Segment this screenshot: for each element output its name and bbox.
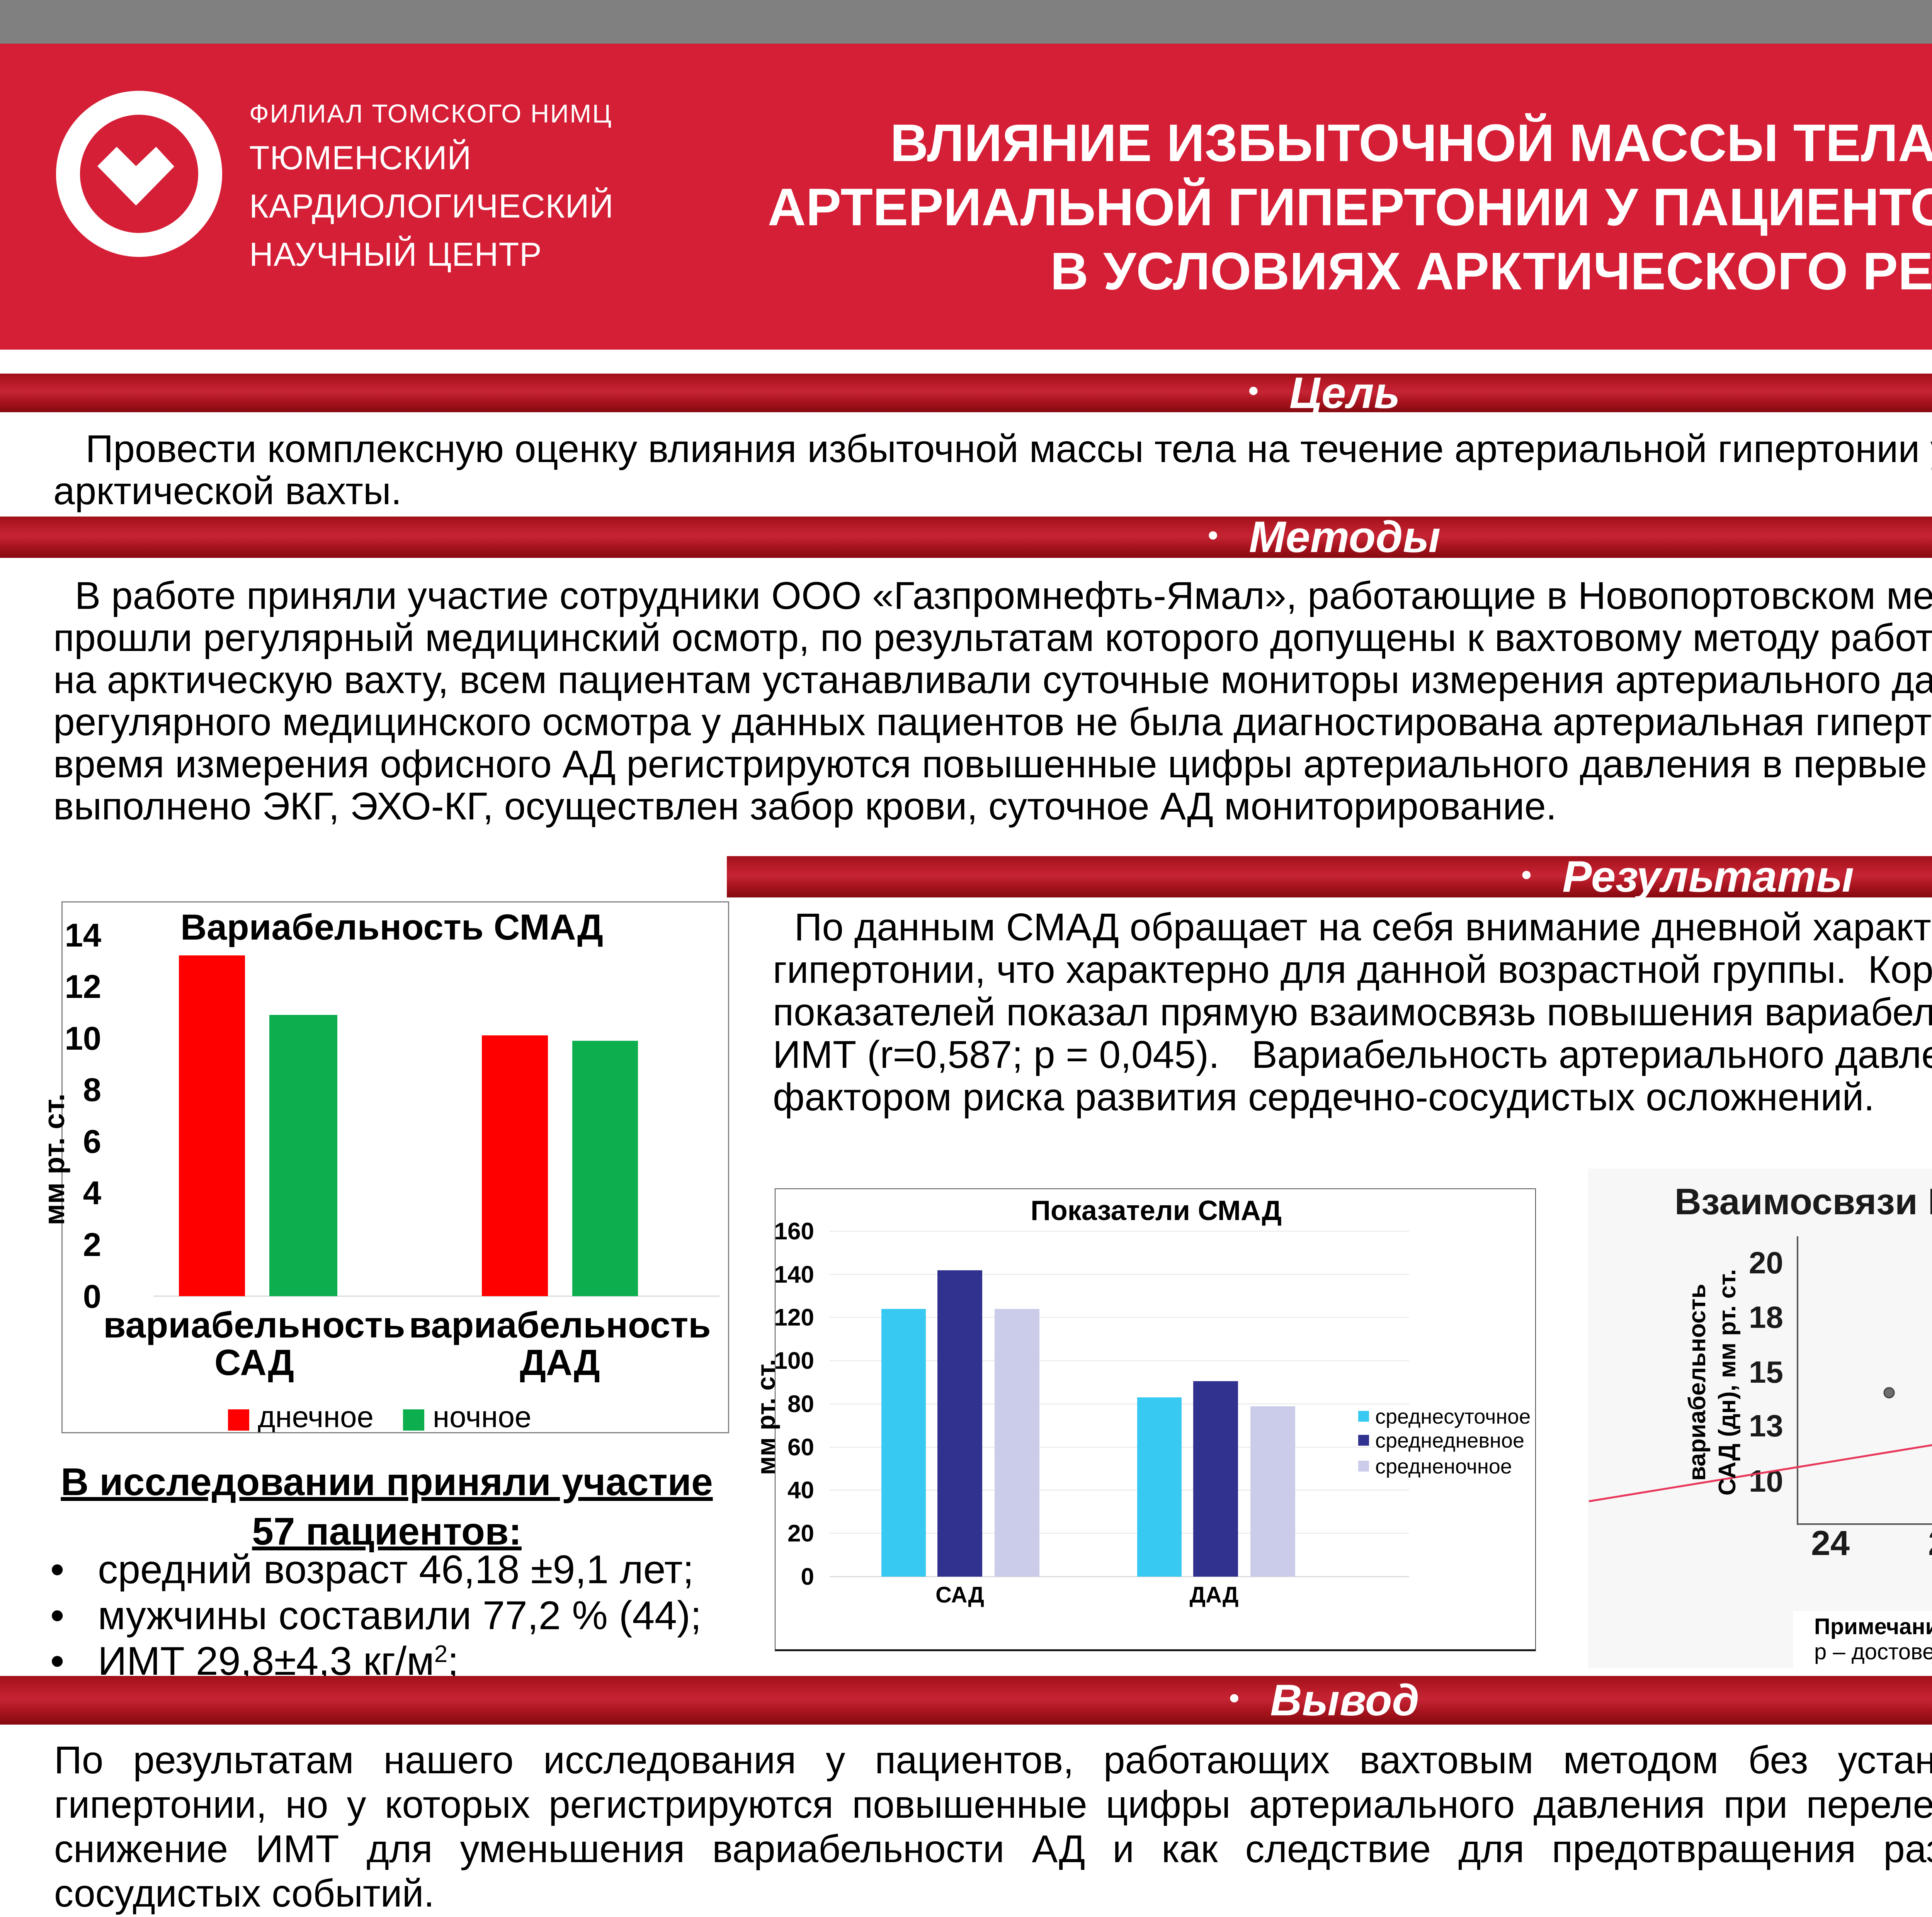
- svg-text:15: 15: [1749, 1355, 1783, 1389]
- svg-text:40: 40: [787, 1477, 814, 1504]
- svg-text:средненочное: средненочное: [1375, 1455, 1512, 1478]
- svg-text:днечное: днечное: [258, 1400, 374, 1432]
- svg-text:13: 13: [1749, 1409, 1783, 1443]
- svg-text:вариабельность: вариабельность: [409, 1305, 711, 1346]
- svg-text:20: 20: [1749, 1246, 1783, 1280]
- svg-text:Вариабельность СМАД: Вариабельность СМАД: [180, 907, 603, 947]
- svg-text:26: 26: [1928, 1524, 1932, 1563]
- svg-text:60: 60: [787, 1434, 814, 1461]
- svg-text:0: 0: [801, 1564, 814, 1590]
- svg-text:14: 14: [65, 917, 101, 954]
- svg-text:8: 8: [83, 1072, 101, 1108]
- svg-text:0: 0: [83, 1278, 101, 1315]
- svg-text:4: 4: [83, 1175, 101, 1212]
- svg-text:Взаимосвязи ИМТ с показателями: Взаимосвязи ИМТ с показателями СМАД: [1675, 1181, 1932, 1222]
- svg-text:20: 20: [787, 1520, 814, 1547]
- svg-text:САД: САД: [935, 1582, 984, 1608]
- svg-text:12: 12: [65, 969, 101, 1005]
- svg-text:2: 2: [83, 1227, 101, 1263]
- svg-text:18: 18: [1749, 1300, 1783, 1334]
- svg-text:6: 6: [83, 1123, 101, 1160]
- svg-text:Показатели СМАД: Показатели СМАД: [1031, 1195, 1282, 1226]
- svg-text:вариабельность: вариабельность: [103, 1305, 405, 1346]
- svg-text:среднесуточное: среднесуточное: [1375, 1405, 1531, 1428]
- svg-text:10: 10: [65, 1020, 101, 1057]
- svg-text:ДАД: ДАД: [520, 1342, 600, 1383]
- svg-text:100: 100: [776, 1348, 814, 1374]
- svg-text:24: 24: [1811, 1524, 1850, 1563]
- svg-text:САД: САД: [214, 1342, 294, 1383]
- svg-text:160: 160: [776, 1218, 814, 1245]
- svg-text:ночное: ночное: [433, 1400, 531, 1432]
- svg-text:ДАД: ДАД: [1190, 1582, 1239, 1608]
- svg-text:80: 80: [787, 1391, 814, 1417]
- svg-text:10: 10: [1749, 1464, 1783, 1498]
- svg-text:140: 140: [776, 1261, 814, 1288]
- svg-text:120: 120: [776, 1304, 814, 1331]
- svg-text:среднедневное: среднедневное: [1375, 1429, 1524, 1452]
